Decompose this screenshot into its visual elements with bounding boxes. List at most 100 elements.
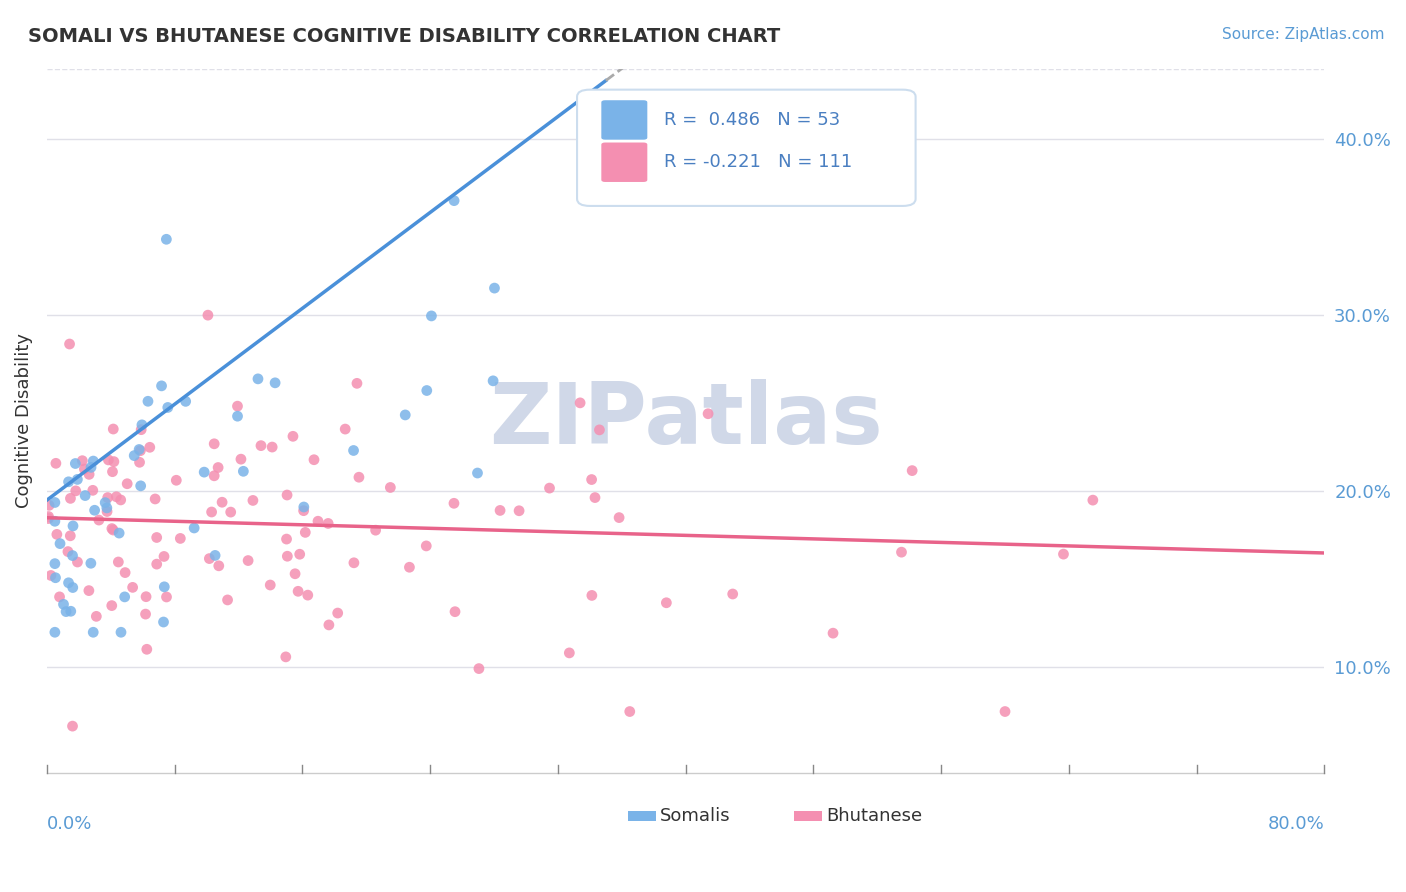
Point bbox=[380, 480, 402, 494]
Point bbox=[183, 521, 205, 535]
Point bbox=[508, 504, 530, 518]
Point bbox=[139, 440, 162, 454]
Point bbox=[58, 575, 80, 590]
Point bbox=[297, 588, 319, 602]
Point bbox=[96, 500, 118, 515]
Point bbox=[292, 504, 315, 518]
Point bbox=[135, 642, 157, 657]
Point bbox=[229, 452, 252, 467]
Point bbox=[122, 449, 145, 463]
Point bbox=[326, 606, 349, 620]
Point bbox=[97, 491, 120, 505]
FancyBboxPatch shape bbox=[576, 90, 915, 206]
Text: R =  0.486   N = 53: R = 0.486 N = 53 bbox=[664, 111, 841, 129]
Point bbox=[58, 475, 80, 489]
Point bbox=[128, 455, 150, 469]
Point bbox=[294, 525, 316, 540]
Point bbox=[994, 705, 1017, 719]
Point bbox=[135, 607, 157, 621]
Point bbox=[136, 394, 159, 409]
Point bbox=[77, 583, 100, 598]
Point bbox=[211, 495, 233, 509]
Point bbox=[226, 399, 249, 413]
Point bbox=[143, 491, 166, 506]
Point bbox=[201, 505, 224, 519]
Point bbox=[105, 490, 128, 504]
Text: Source: ZipAtlas.com: Source: ZipAtlas.com bbox=[1222, 27, 1385, 42]
Point bbox=[198, 551, 221, 566]
Point bbox=[583, 491, 606, 505]
Point bbox=[281, 429, 304, 443]
Point bbox=[655, 596, 678, 610]
Point bbox=[45, 456, 67, 470]
Point bbox=[100, 599, 122, 613]
Point bbox=[202, 468, 225, 483]
Point bbox=[246, 372, 269, 386]
Point bbox=[59, 604, 82, 618]
Point bbox=[347, 470, 370, 484]
Point bbox=[416, 384, 439, 398]
Point bbox=[169, 532, 191, 546]
Point bbox=[484, 281, 506, 295]
Point bbox=[59, 491, 82, 506]
Point bbox=[607, 510, 630, 524]
FancyBboxPatch shape bbox=[794, 811, 823, 822]
Point bbox=[103, 422, 125, 436]
Point bbox=[45, 527, 67, 541]
Point bbox=[129, 443, 152, 458]
Point bbox=[94, 495, 117, 509]
Point bbox=[202, 437, 225, 451]
Point bbox=[276, 532, 298, 546]
Point bbox=[97, 453, 120, 467]
Point bbox=[62, 719, 84, 733]
Point bbox=[37, 511, 59, 525]
Point bbox=[65, 483, 87, 498]
Point bbox=[86, 609, 108, 624]
Point bbox=[558, 646, 581, 660]
Point bbox=[207, 460, 229, 475]
Point bbox=[890, 545, 912, 559]
Point bbox=[129, 423, 152, 437]
Point bbox=[443, 496, 465, 510]
Point bbox=[581, 473, 603, 487]
Point bbox=[581, 589, 603, 603]
Point bbox=[114, 590, 136, 604]
Point bbox=[83, 503, 105, 517]
Point bbox=[394, 408, 416, 422]
Point bbox=[219, 505, 242, 519]
Point bbox=[108, 526, 131, 541]
Text: 80.0%: 80.0% bbox=[1268, 815, 1324, 833]
Point bbox=[155, 590, 177, 604]
Point bbox=[468, 662, 491, 676]
Point bbox=[482, 374, 505, 388]
FancyBboxPatch shape bbox=[602, 100, 647, 140]
Point bbox=[152, 615, 174, 629]
Point bbox=[569, 396, 592, 410]
Point bbox=[96, 504, 118, 518]
Point bbox=[292, 500, 315, 514]
Point bbox=[145, 531, 167, 545]
Text: 0.0%: 0.0% bbox=[46, 815, 93, 833]
Point bbox=[66, 472, 89, 486]
Point bbox=[467, 466, 489, 480]
Point bbox=[193, 465, 215, 479]
Point bbox=[208, 558, 231, 573]
Point bbox=[145, 557, 167, 571]
Point bbox=[62, 519, 84, 533]
Point bbox=[44, 514, 66, 528]
Point bbox=[82, 454, 104, 468]
Text: SOMALI VS BHUTANESE COGNITIVE DISABILITY CORRELATION CHART: SOMALI VS BHUTANESE COGNITIVE DISABILITY… bbox=[28, 27, 780, 45]
Point bbox=[58, 337, 80, 351]
Point bbox=[155, 232, 177, 246]
Point bbox=[538, 481, 561, 495]
Point bbox=[44, 625, 66, 640]
Point bbox=[101, 465, 124, 479]
Point bbox=[80, 556, 103, 570]
Point bbox=[101, 522, 124, 536]
Text: R = -0.221   N = 111: R = -0.221 N = 111 bbox=[664, 153, 852, 171]
Point bbox=[56, 544, 79, 558]
Point bbox=[262, 440, 284, 454]
Point bbox=[82, 483, 104, 498]
Point bbox=[346, 376, 368, 391]
Text: Somalis: Somalis bbox=[659, 807, 731, 825]
